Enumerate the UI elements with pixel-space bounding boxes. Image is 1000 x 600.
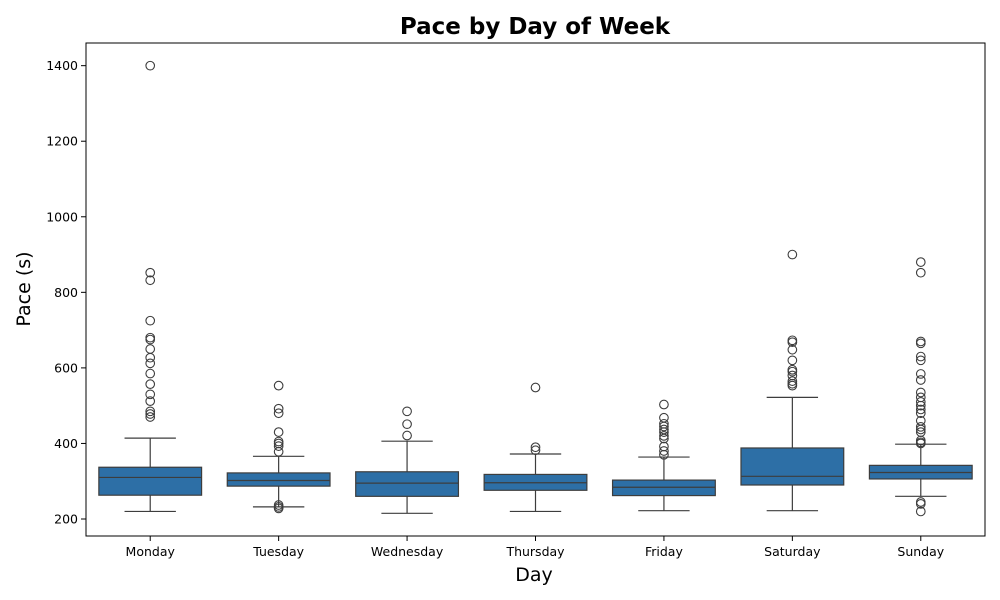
outlier-point (915, 338, 926, 349)
box-monday (98, 60, 203, 513)
y-tick-label: 1000 (46, 209, 78, 224)
y-axis-label: Pace (s) (13, 251, 35, 326)
outlier-point (787, 364, 798, 375)
outlier-point (145, 334, 156, 345)
outlier-point (145, 275, 156, 286)
outlier-point (915, 267, 926, 278)
x-tick-label: Wednesday (371, 544, 444, 559)
outlier-point (915, 421, 926, 432)
outlier-point (145, 379, 156, 389)
x-tick-label: Tuesday (252, 544, 304, 559)
outlier-point (402, 430, 412, 441)
iqr-box (355, 471, 460, 497)
outlier-point (145, 267, 156, 278)
outlier-point (787, 335, 798, 346)
outlier-point (530, 382, 541, 393)
outlier-point (659, 431, 669, 441)
outlier-point (145, 389, 156, 400)
outlier-point (145, 60, 156, 71)
outlier-point (915, 392, 926, 403)
x-tick-label: Friday (645, 544, 683, 559)
outlier-point (273, 380, 284, 391)
x-tick-label: Saturday (764, 544, 821, 559)
outlier-point (659, 441, 669, 452)
x-tick-label: Thursday (505, 544, 565, 559)
outlier-point (659, 424, 669, 435)
box-friday (611, 399, 716, 512)
box-tuesday (226, 380, 331, 514)
outlier-point (530, 442, 541, 453)
outlier-point (915, 506, 926, 517)
outlier-point (145, 315, 156, 326)
outlier-point (915, 397, 926, 407)
outlier-point (787, 249, 798, 260)
outlier-point (915, 257, 926, 267)
x-tick-label: Monday (126, 544, 176, 559)
outlier-point (402, 406, 412, 417)
outlier-point (273, 441, 284, 451)
box-sunday (868, 257, 973, 517)
iqr-box (98, 466, 203, 496)
x-tick-label: Sunday (897, 544, 944, 559)
iqr-box (226, 472, 331, 487)
outlier-point (273, 403, 284, 414)
outlier-point (145, 406, 156, 417)
outlier-point (915, 408, 926, 419)
outlier-point (273, 436, 284, 447)
y-tick-label: 200 (54, 512, 78, 527)
plot-area (98, 60, 973, 517)
x-axis-label: Day (515, 564, 553, 586)
chart-title: Pace by Day of Week (400, 14, 671, 40)
outlier-point (145, 368, 156, 379)
outlier-point (145, 396, 156, 406)
outlier-point (659, 399, 669, 410)
outlier-point (145, 344, 156, 354)
outlier-point (530, 445, 541, 456)
y-tick-label: 800 (54, 285, 78, 300)
outlier-point (787, 355, 798, 366)
outlier-point (915, 336, 926, 347)
outlier-point (659, 446, 669, 456)
outlier-point (145, 332, 156, 343)
outlier-point (145, 352, 156, 363)
outlier-point (787, 370, 798, 381)
outlier-point (915, 375, 926, 385)
outlier-point (915, 415, 926, 426)
outlier-point (915, 355, 926, 366)
outlier-point (145, 412, 156, 422)
outlier-point (915, 427, 926, 437)
outlier-point (659, 418, 669, 429)
box-thursday (483, 382, 588, 513)
outlier-point (659, 412, 669, 423)
outlier-point (402, 419, 412, 430)
outlier-point (787, 376, 798, 386)
outlier-point (273, 408, 284, 419)
outlier-point (273, 500, 284, 510)
outlier-point (915, 404, 926, 415)
box-saturday (740, 249, 845, 512)
iqr-box (740, 447, 845, 486)
y-tick-label: 1200 (46, 134, 78, 149)
outlier-point (915, 369, 926, 379)
y-tick-label: 600 (54, 360, 78, 375)
outlier-point (145, 409, 156, 419)
outlier-point (273, 427, 284, 437)
box-wednesday (355, 406, 460, 514)
outlier-point (915, 351, 926, 362)
outlier-point (915, 387, 926, 398)
outlier-point (787, 344, 798, 355)
outlier-point (145, 358, 156, 369)
y-tick-label: 1400 (46, 58, 78, 73)
y-tick-label: 400 (54, 436, 78, 451)
outlier-point (915, 497, 926, 507)
